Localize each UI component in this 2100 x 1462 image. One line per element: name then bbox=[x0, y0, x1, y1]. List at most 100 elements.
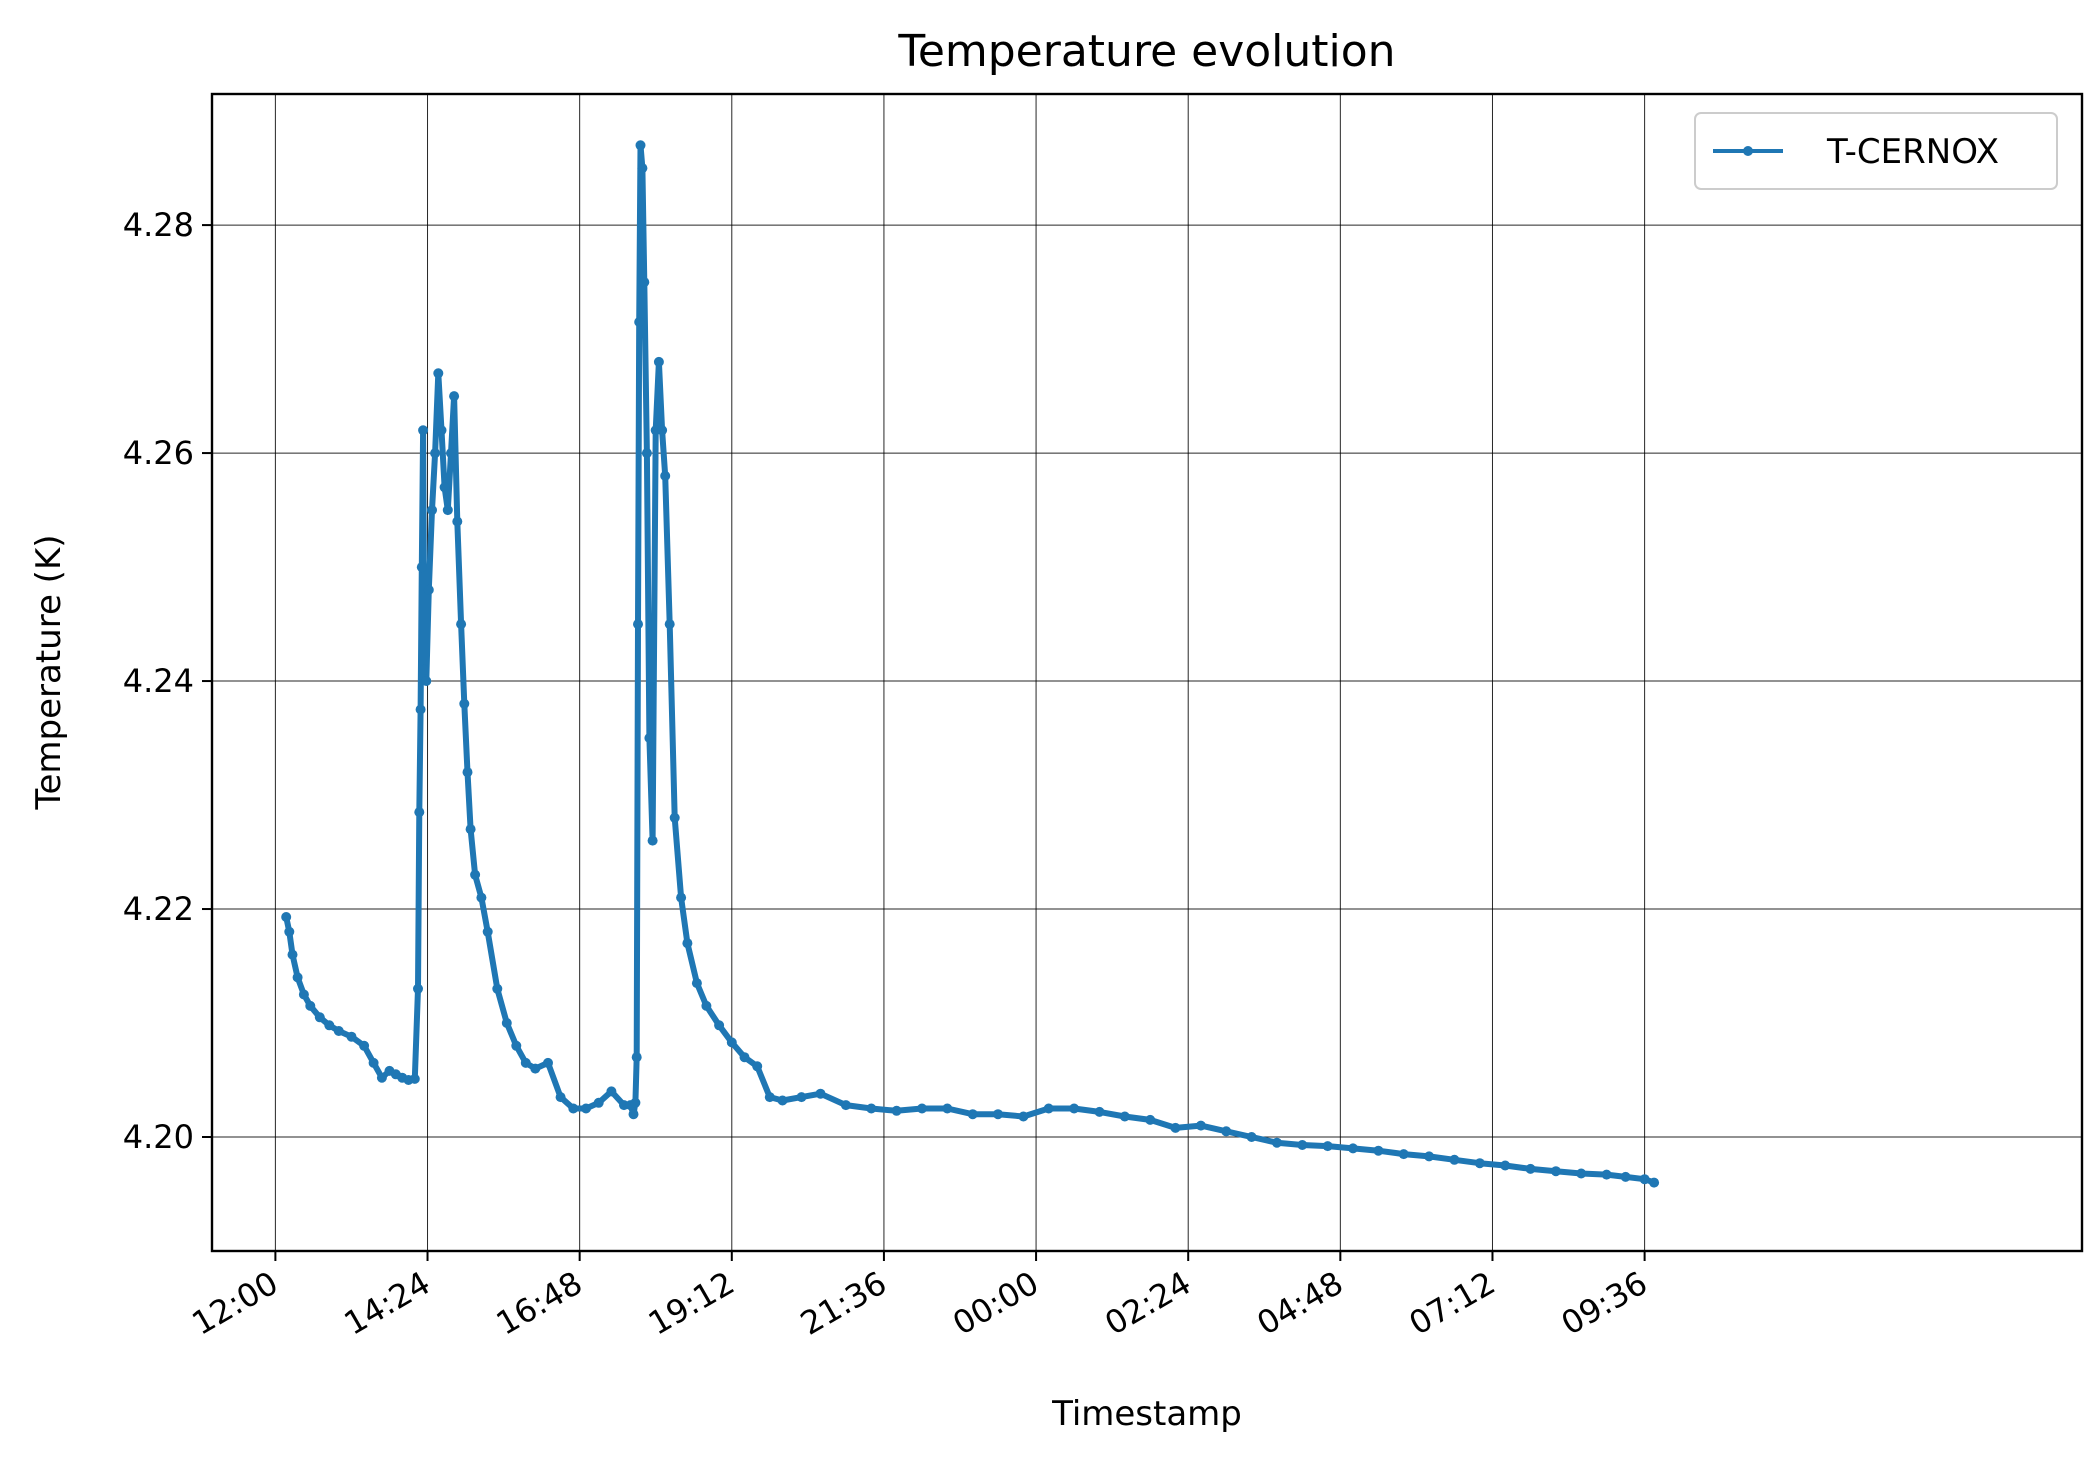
data-point bbox=[1373, 1145, 1384, 1156]
data-point bbox=[433, 368, 444, 379]
data-point bbox=[633, 619, 643, 630]
data-point bbox=[764, 1092, 775, 1103]
data-point bbox=[1069, 1103, 1080, 1114]
data-point bbox=[777, 1095, 788, 1106]
data-point bbox=[639, 277, 650, 288]
data-point bbox=[1145, 1114, 1156, 1125]
data-point bbox=[1348, 1143, 1358, 1154]
data-point bbox=[634, 317, 645, 327]
data-point bbox=[815, 1088, 826, 1099]
data-point bbox=[637, 163, 648, 174]
data-point bbox=[1398, 1149, 1409, 1160]
data-point bbox=[691, 978, 702, 989]
data-point bbox=[682, 938, 693, 949]
data-point bbox=[442, 505, 453, 516]
data-point bbox=[284, 926, 295, 937]
data-point bbox=[1601, 1169, 1612, 1180]
grid-lines bbox=[212, 94, 2082, 1251]
data-point bbox=[1170, 1122, 1181, 1133]
data-point bbox=[1649, 1177, 1660, 1188]
data-point bbox=[714, 1020, 725, 1031]
data-point bbox=[368, 1057, 379, 1068]
data-point bbox=[628, 1109, 639, 1120]
legend-marker-swatch bbox=[1743, 146, 1753, 156]
data-point bbox=[942, 1103, 953, 1114]
data-point bbox=[423, 584, 434, 595]
data-point bbox=[701, 1000, 712, 1011]
data-point bbox=[1620, 1171, 1631, 1182]
data-point bbox=[470, 869, 481, 880]
data-point bbox=[1018, 1111, 1029, 1122]
data-point bbox=[430, 448, 441, 459]
data-point bbox=[324, 1020, 335, 1031]
data-point bbox=[1449, 1154, 1460, 1165]
data-point bbox=[415, 704, 426, 715]
data-point bbox=[511, 1040, 522, 1051]
data-point bbox=[581, 1103, 591, 1114]
data-point bbox=[752, 1061, 763, 1072]
data-point bbox=[1271, 1137, 1282, 1148]
data-point bbox=[1550, 1166, 1561, 1177]
data-point bbox=[476, 892, 487, 903]
y-tick-label: 4.26 bbox=[123, 434, 194, 472]
data-point bbox=[292, 972, 303, 983]
data-point bbox=[967, 1109, 978, 1120]
data-point bbox=[459, 698, 470, 709]
y-axis-label: Temperature (K) bbox=[29, 534, 69, 810]
y-axis-ticks: 4.20 4.22 4.24 4.26 4.28 bbox=[123, 206, 212, 1156]
data-point bbox=[418, 425, 429, 436]
data-point bbox=[359, 1040, 370, 1051]
data-point bbox=[726, 1037, 737, 1048]
data-point bbox=[917, 1103, 927, 1114]
data-point bbox=[446, 448, 456, 459]
data-point bbox=[1119, 1111, 1130, 1122]
data-point bbox=[1043, 1103, 1054, 1114]
data-point bbox=[660, 470, 671, 481]
data-point bbox=[1195, 1120, 1206, 1131]
data-point bbox=[346, 1031, 357, 1042]
data-point bbox=[1424, 1151, 1435, 1162]
y-tick-label: 4.20 bbox=[123, 1118, 194, 1156]
data-point bbox=[465, 824, 476, 835]
data-point bbox=[1525, 1163, 1536, 1174]
data-point bbox=[409, 1073, 420, 1084]
data-point bbox=[1576, 1168, 1587, 1179]
data-point bbox=[314, 1012, 325, 1023]
data-point bbox=[1221, 1126, 1232, 1137]
data-point bbox=[416, 562, 427, 573]
data-point bbox=[281, 912, 292, 922]
data-point bbox=[1246, 1132, 1257, 1142]
data-point bbox=[840, 1100, 851, 1111]
y-tick-label: 4.22 bbox=[123, 890, 194, 928]
data-point bbox=[436, 425, 447, 436]
data-point bbox=[647, 835, 658, 846]
data-point bbox=[520, 1057, 531, 1068]
data-point bbox=[456, 619, 467, 630]
data-point bbox=[1297, 1140, 1308, 1150]
data-point bbox=[653, 356, 664, 367]
data-point bbox=[606, 1086, 617, 1097]
x-axis-label: Timestamp bbox=[1051, 1394, 1242, 1434]
data-point bbox=[669, 812, 680, 823]
data-point bbox=[530, 1063, 541, 1074]
data-point bbox=[891, 1105, 902, 1116]
data-point bbox=[635, 140, 646, 151]
y-tick-label: 4.28 bbox=[123, 206, 194, 244]
data-point bbox=[796, 1092, 807, 1103]
data-point bbox=[631, 1052, 642, 1063]
data-point bbox=[305, 1000, 316, 1011]
data-point bbox=[376, 1072, 387, 1083]
data-point bbox=[501, 1018, 512, 1028]
series-layer bbox=[281, 140, 1660, 1188]
data-point bbox=[414, 807, 425, 818]
data-point bbox=[568, 1103, 579, 1114]
data-point bbox=[333, 1026, 344, 1036]
data-point bbox=[298, 989, 309, 1000]
data-point bbox=[739, 1052, 750, 1063]
data-point bbox=[644, 733, 655, 743]
data-point bbox=[1094, 1106, 1105, 1117]
data-point bbox=[1500, 1160, 1511, 1171]
data-point bbox=[555, 1092, 566, 1103]
legend-label: T-CERNOX bbox=[1826, 132, 1999, 172]
